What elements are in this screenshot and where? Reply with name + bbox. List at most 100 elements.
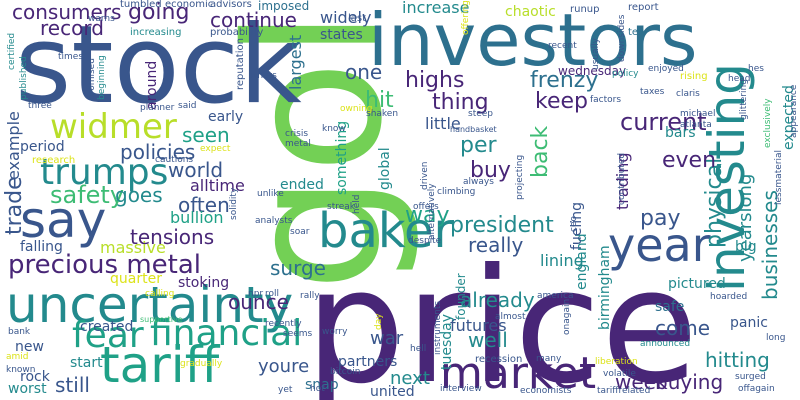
word-liberation: liberation (595, 357, 638, 367)
word-promised: promised (87, 58, 97, 100)
word-trumps: trumps (40, 152, 169, 193)
word-day: day (374, 313, 384, 330)
word-report: report (628, 2, 659, 13)
word-safety: safety (50, 181, 125, 209)
word-shaken: shaken (366, 109, 399, 119)
word-handbasket: handbasket (450, 125, 497, 134)
word-going: going (128, 0, 190, 25)
word-research: research (32, 155, 76, 166)
word-continue: continue (210, 8, 297, 32)
word-uncertainty: uncertainty (6, 276, 294, 334)
word-supportive: supportive (140, 315, 183, 324)
word-cautions: cautions (155, 155, 194, 165)
word-downsides: downsides (617, 14, 627, 62)
word-period: period (20, 139, 65, 155)
word-roll: roll (265, 289, 280, 299)
word-hes: hes (748, 64, 764, 74)
word-alltime: alltime (190, 176, 245, 195)
word-offers: offers (413, 202, 439, 212)
word-rally: rally (300, 291, 320, 301)
word-price: price (305, 235, 699, 400)
word-metal: metal (285, 139, 311, 149)
word-bank: bank (8, 327, 31, 337)
word-interview: interview (440, 384, 482, 394)
word-hot: hot (310, 384, 325, 394)
word-frenzy: frenzy (530, 68, 599, 93)
word-one: one (345, 60, 383, 84)
word-volatile: volatile (603, 369, 636, 379)
word-week: week (615, 370, 668, 394)
word-ceo: ceo (569, 216, 579, 232)
word-highs: highs (405, 68, 465, 93)
word-times: times (58, 52, 84, 62)
word-steep: steep (468, 109, 494, 119)
word-falling: falling (20, 239, 63, 255)
word-analysts: analysts (255, 216, 293, 226)
word-offering: offering (461, 0, 471, 35)
word-well: well (468, 328, 508, 352)
word-offagain: offagain (738, 384, 775, 394)
word-financial: financial (150, 313, 303, 354)
word-largest: largest (286, 34, 305, 90)
word-head: head (728, 74, 751, 84)
word-often: often (178, 193, 230, 217)
word-businesses: businesses (758, 190, 782, 300)
word-long: long (766, 333, 786, 343)
word-birmingham: birmingham (597, 245, 613, 330)
word-bullion: bullion (170, 208, 224, 227)
word-surged: surged (735, 372, 766, 382)
word-said: said (178, 101, 197, 111)
word-recession: recession (475, 354, 523, 365)
word-pictured: pictured (668, 276, 726, 292)
word-planner: planner (140, 103, 175, 113)
word-instruments: instruments (433, 300, 443, 355)
word-gradually: gradually (180, 359, 223, 369)
word-safe: safe (655, 299, 685, 315)
word-founder: founder (454, 273, 468, 320)
word-policies: policies (120, 140, 196, 164)
word-worry: worry (322, 327, 348, 337)
word-soar: soar (290, 227, 310, 237)
word-thing: thing (432, 90, 489, 115)
word-hoarded: hoarded (710, 292, 748, 302)
word-rock: rock (20, 369, 50, 385)
word-npr: npr (248, 289, 264, 299)
word-calling: calling (145, 289, 175, 299)
word-whats: whats (250, 71, 277, 81)
word-recent: recent (548, 41, 577, 51)
word-tumbled: tumbled (120, 0, 162, 10)
word-current: current (620, 108, 707, 136)
word-quarter: quarter (110, 271, 162, 287)
word-yet: yet (278, 385, 293, 395)
word-owning: owning (340, 104, 373, 114)
word-per: per (460, 133, 497, 158)
word-announced: announced (640, 339, 691, 349)
word-onagain: onagain (562, 298, 572, 335)
word-ended: ended (280, 177, 324, 193)
word-contributed: contributed (617, 152, 627, 205)
word-almost: almost (495, 312, 526, 322)
word-created: created (80, 319, 134, 335)
word-glittering: glittering (739, 79, 749, 120)
word-market: market (440, 348, 597, 399)
word-little: little (425, 114, 461, 133)
word-futures: futures (450, 316, 507, 335)
word-pay: pay (640, 206, 681, 231)
word-projecting: projecting (515, 154, 525, 200)
word-taxes: taxes (640, 87, 665, 97)
word-tarifrelated: tariffrelated (597, 386, 651, 396)
word-appearance: appearance (789, 84, 799, 138)
word-claris: claris (676, 89, 700, 99)
word-hell: hell (410, 344, 427, 354)
word-increasing: increasing (130, 27, 182, 38)
word-stock: stock (15, 3, 302, 128)
word-ounce: ounce (228, 290, 289, 314)
word-hitting: hitting (705, 348, 770, 372)
word-panic: panic (730, 315, 768, 331)
word-back: back (528, 125, 553, 178)
word-wednesday: wednesday (558, 64, 627, 78)
word-lessmaterial: lessmaterial (774, 150, 784, 205)
word-tensions: tensions (130, 225, 215, 249)
word-reputation: reputation (235, 38, 246, 90)
